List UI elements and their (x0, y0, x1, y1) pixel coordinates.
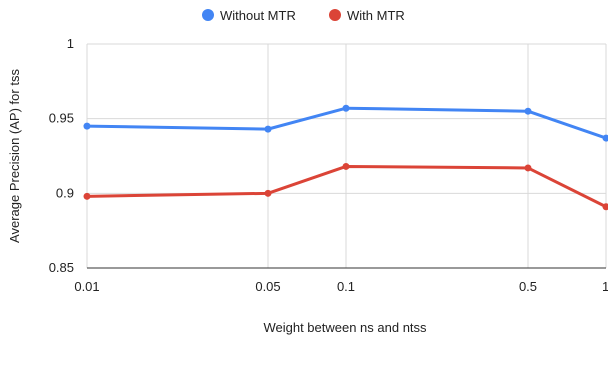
legend-label: Without MTR (220, 8, 296, 23)
y-axis-ticks: 0.85 0.9 0.95 1 (49, 36, 74, 275)
data-point (602, 134, 608, 142)
x-tick-label: 0.5 (519, 279, 537, 294)
data-point (524, 107, 532, 115)
x-tick-label: 0.01 (74, 279, 99, 294)
x-axis-ticks: 0.01 0.05 0.1 0.5 1 (74, 279, 608, 294)
data-point (524, 164, 532, 172)
x-tick-label: 1 (602, 279, 608, 294)
data-point (83, 122, 91, 130)
x-tick-label: 0.05 (255, 279, 280, 294)
data-point (264, 189, 272, 197)
x-tick-label: 0.1 (337, 279, 355, 294)
y-tick-label: 0.85 (49, 260, 74, 275)
legend-marker (202, 9, 214, 21)
legend: Without MTR With MTR (202, 8, 405, 23)
y-tick-label: 1 (67, 36, 74, 51)
legend-label: With MTR (347, 8, 405, 23)
data-point (342, 104, 350, 112)
series-without-mtr (83, 104, 608, 142)
data-point (264, 125, 272, 133)
data-point (83, 192, 91, 200)
y-tick-label: 0.95 (49, 111, 74, 126)
series-group (83, 104, 608, 211)
legend-item: Without MTR (202, 8, 296, 23)
data-point (342, 162, 350, 170)
data-point (602, 203, 608, 211)
legend-item: With MTR (329, 8, 405, 23)
series-with-mtr (83, 162, 608, 211)
y-tick-label: 0.9 (56, 185, 74, 200)
grid-lines (86, 43, 607, 268)
legend-marker (329, 9, 341, 21)
y-axis-label: Average Precision (AP) for tss (7, 69, 22, 243)
x-axis-label: Weight between ns and ntss (263, 320, 427, 335)
